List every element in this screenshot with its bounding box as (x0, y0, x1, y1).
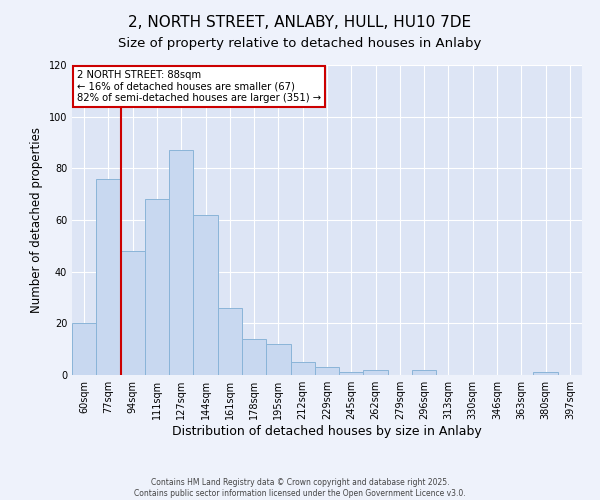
Bar (145, 200, 169, 375)
Bar (315, 367, 339, 375)
Bar (412, 370, 436, 375)
Bar (290, 362, 315, 375)
Bar (193, 215, 218, 375)
Text: 2, NORTH STREET, ANLABY, HULL, HU10 7DE: 2, NORTH STREET, ANLABY, HULL, HU10 7DE (128, 15, 472, 30)
Text: Size of property relative to detached houses in Anlaby: Size of property relative to detached ho… (118, 38, 482, 51)
Bar (121, 251, 145, 375)
X-axis label: Distribution of detached houses by size in Anlaby: Distribution of detached houses by size … (172, 425, 482, 438)
Bar (364, 370, 388, 375)
Bar (169, 150, 193, 375)
Bar (339, 372, 364, 375)
Text: Contains HM Land Registry data © Crown copyright and database right 2025.
Contai: Contains HM Land Registry data © Crown c… (134, 478, 466, 498)
Bar (242, 339, 266, 375)
Bar (72, 324, 96, 375)
Bar (266, 344, 290, 375)
Bar (96, 178, 121, 375)
Text: 2 NORTH STREET: 88sqm
← 16% of detached houses are smaller (67)
82% of semi-deta: 2 NORTH STREET: 88sqm ← 16% of detached … (77, 70, 321, 103)
Bar (533, 372, 558, 375)
Bar (218, 308, 242, 375)
Y-axis label: Number of detached properties: Number of detached properties (30, 127, 43, 313)
